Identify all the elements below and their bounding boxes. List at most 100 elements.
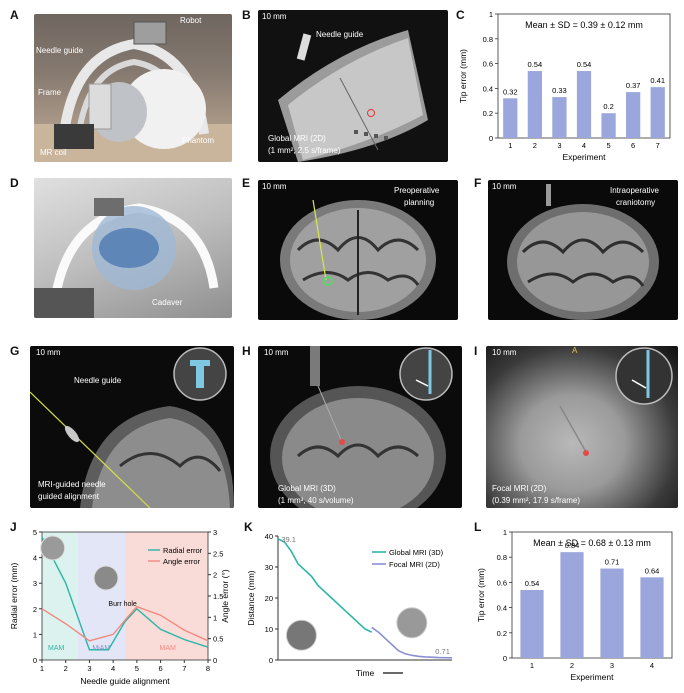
chart-k-ytick-label: 30 — [265, 563, 273, 572]
chart-k-ytick-label: 20 — [265, 594, 273, 603]
chartC-xtick-label: 7 — [656, 141, 660, 150]
caption-f2: craniotomy — [616, 198, 656, 207]
chart-l: Mean ± SD = 0.68 ± 0.13 mm 0 0.2 0.4 0.6 0.8 1… — [476, 528, 673, 682]
chart-j-ytick-left-label: 4 — [33, 554, 37, 563]
chart-j-xtick-label: 5 — [135, 664, 139, 673]
chart-j-ytick-left-label: 1 — [33, 630, 37, 639]
scale-bar-h: 10 mm — [264, 348, 289, 357]
caption-i2: (0.39 mm², 17.9 s/frame) — [492, 496, 581, 505]
chartC-data-label: 0.54 — [577, 60, 592, 69]
scale-bar-g: 10 mm — [36, 348, 61, 357]
robot-label: Robot — [180, 16, 202, 25]
chart-j-ytick-right-label: 2.5 — [213, 549, 223, 558]
needle-guide-label-g: Needle guide — [74, 376, 122, 385]
chartL-bar — [520, 589, 544, 658]
chart-j-legend-label: Angle error — [163, 557, 201, 566]
chart-j-ylabel-right: Angle error (°) — [220, 569, 230, 623]
chart-j-inset-1 — [40, 535, 66, 561]
chart-k-ytick-label: 10 — [265, 625, 273, 634]
mri-phantom-drawing — [278, 30, 428, 162]
chartC-bar — [601, 113, 616, 138]
chart-j-region-label-3: MAM — [160, 645, 177, 652]
chartC-ytick-label: 0.2 — [483, 109, 493, 118]
panel-letter-c: C — [456, 8, 465, 22]
panel-letter-h: H — [242, 344, 251, 358]
chart-j-ytick-right-label: 1.5 — [213, 592, 223, 601]
mr-coil-label: MR coil — [40, 148, 67, 157]
chart-j-region-label-1: MAM — [48, 645, 65, 652]
anterior-marker: A — [572, 346, 578, 355]
focal-mri-2d: 10 mm A Focal MRI (2D) (0.39 mm², 17.9 s… — [486, 346, 678, 508]
chartC-bar — [552, 97, 567, 138]
caption-e1: Preoperative — [394, 186, 440, 195]
chartC-xtick-label: 6 — [631, 141, 635, 150]
chart-k-end-value: 0.71 — [435, 647, 450, 656]
caption-f1: Intraoperative — [610, 186, 659, 195]
chartC-data-label: 0.54 — [528, 60, 543, 69]
chartC-ylabel: Tip error (mm) — [458, 49, 468, 103]
scale-bar-i: 10 mm — [492, 348, 517, 357]
caption-b1: Global MRI (2D) — [268, 134, 326, 143]
scale-bar-f: 10 mm — [492, 182, 517, 191]
chartL-ytick-label: 0.8 — [497, 553, 507, 562]
caption-h2: (1 mm³, 40 s/volume) — [278, 496, 354, 505]
intraoperative-mri: 10 mm Intraoperative craniotomy — [488, 180, 678, 320]
chart-j-ytick-right-label: 1 — [213, 613, 217, 622]
needle-guide-label: Needle guide — [36, 46, 84, 55]
panel-letter-a: A — [10, 8, 19, 22]
chartL-title: Mean ± SD = 0.68 ± 0.13 mm — [533, 538, 651, 548]
chartC-xtick-label: 5 — [606, 141, 610, 150]
chart-j-burr-hole-label: Burr hole — [108, 601, 137, 608]
mri-needle-guide-image: 10 mm Needle guide Global MRI (2D) (1 mm… — [258, 10, 448, 162]
chart-j-series-0 — [41, 536, 209, 651]
chartC-title: Mean ± SD = 0.39 ± 0.12 mm — [525, 20, 643, 30]
chart-j-region-label-2: MiAM — [92, 645, 110, 652]
cadaver-photo-drawing — [34, 198, 219, 318]
chart-k-xlabel: Time — [356, 668, 375, 678]
chartL-data-label: 0.84 — [565, 541, 580, 550]
caption-h1: Global MRI (3D) — [278, 484, 336, 493]
panel-letter-j: J — [10, 520, 17, 534]
robot-photo: Robot Needle guide Frame Phantom MR coil — [34, 14, 232, 162]
chartC-data-label: 0.41 — [650, 76, 665, 85]
chartC-xtick-label: 4 — [582, 141, 586, 150]
chart-j-ytick-left-label: 0 — [33, 656, 37, 665]
panel-letter-l: L — [474, 520, 482, 534]
chartC-xtick-label: 3 — [557, 141, 561, 150]
chartC-data-label: 0.32 — [503, 87, 518, 96]
chartL-xtick-label: 2 — [570, 661, 574, 670]
chart-j-ytick-left-label: 5 — [33, 528, 37, 537]
chartC-data-label: 0.2 — [603, 102, 613, 111]
chartC-xlabel: Experiment — [563, 152, 607, 162]
chart-j-xtick-label: 3 — [87, 664, 91, 673]
chart-j-xtick-label: 4 — [111, 664, 115, 673]
chart-j-ytick-right-label: 2 — [213, 571, 217, 580]
chartC-bar — [626, 92, 641, 138]
chartL-xtick-label: 1 — [530, 661, 534, 670]
chartC-bar — [650, 87, 665, 138]
sagittal-brain-drawing — [30, 347, 234, 508]
intraop-brain-drawing — [507, 184, 659, 320]
chartC-ytick-label: 0.4 — [483, 84, 493, 93]
chart-k-start-value: 39.1 — [281, 535, 296, 544]
chartL-bar — [640, 577, 664, 658]
preoperative-mri: 10 mm Preoperative planning — [258, 180, 458, 320]
chartL-ylabel: Tip error (mm) — [476, 568, 486, 622]
panel-letter-f: F — [474, 176, 482, 190]
cadaver-label: Cadaver — [152, 298, 183, 307]
phantom-label: Phantom — [182, 136, 215, 145]
chart-k-ytick-label: 0 — [269, 656, 273, 665]
scale-bar-e: 10 mm — [262, 182, 287, 191]
chart-j-xtick-label: 7 — [182, 664, 186, 673]
panel-letter-e: E — [242, 176, 251, 190]
chart-k-series-1 — [371, 626, 453, 659]
chartL-bar — [600, 568, 624, 658]
chartC-ytick-label: 0.6 — [483, 60, 493, 69]
caption-e2: planning — [404, 198, 435, 207]
chartC-ytick-label: 0 — [489, 134, 493, 143]
chartC-xtick-label: 1 — [508, 141, 512, 150]
chartL-ytick-label: 1 — [503, 528, 507, 537]
chartL-data-label: 0.71 — [605, 558, 620, 567]
sagittal-mri-needle: 10 mm Needle guide MRI-guided needle gui… — [30, 346, 234, 508]
chart-j-xtick-label: 8 — [206, 664, 210, 673]
